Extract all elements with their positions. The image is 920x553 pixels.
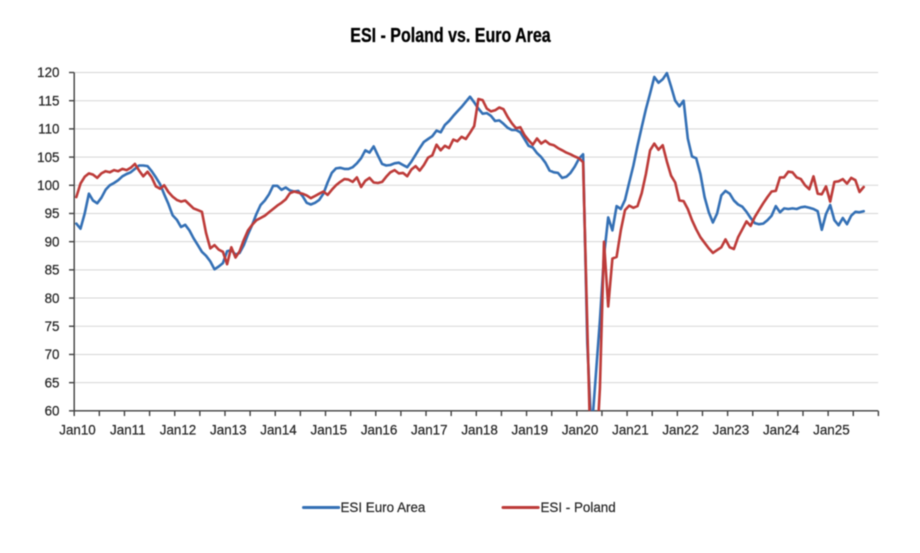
svg-text:75: 75 — [45, 319, 60, 334]
svg-text:Jan17: Jan17 — [411, 423, 447, 438]
svg-text:110: 110 — [38, 122, 59, 137]
svg-text:ESI - Poland: ESI - Poland — [541, 500, 616, 515]
svg-text:95: 95 — [45, 206, 60, 221]
svg-text:ESI Euro Area: ESI Euro Area — [341, 500, 426, 515]
svg-text:Jan19: Jan19 — [512, 423, 548, 438]
svg-text:Jan24: Jan24 — [763, 423, 800, 438]
svg-text:Jan21: Jan21 — [612, 423, 648, 438]
svg-text:Jan22: Jan22 — [662, 423, 698, 438]
svg-text:Jan10: Jan10 — [59, 423, 95, 438]
svg-text:Jan15: Jan15 — [311, 423, 347, 438]
svg-text:80: 80 — [45, 291, 60, 306]
svg-text:105: 105 — [37, 150, 59, 165]
svg-text:Jan13: Jan13 — [210, 423, 246, 438]
svg-text:ESI - Poland vs. Euro Area: ESI - Poland vs. Euro Area — [350, 24, 551, 46]
svg-text:115: 115 — [38, 93, 59, 108]
svg-text:120: 120 — [37, 65, 59, 80]
svg-text:Jan18: Jan18 — [461, 423, 497, 438]
svg-text:Jan12: Jan12 — [160, 423, 196, 438]
svg-text:65: 65 — [45, 375, 60, 390]
svg-text:100: 100 — [37, 178, 59, 193]
svg-text:Jan14: Jan14 — [260, 423, 297, 438]
svg-text:Jan11: Jan11 — [110, 423, 146, 438]
svg-text:70: 70 — [45, 347, 60, 362]
svg-text:Jan23: Jan23 — [713, 423, 749, 438]
svg-text:Jan25: Jan25 — [813, 423, 849, 438]
svg-text:90: 90 — [45, 234, 60, 249]
svg-text:Jan20: Jan20 — [562, 423, 598, 438]
svg-text:Jan16: Jan16 — [361, 423, 397, 438]
svg-text:85: 85 — [45, 263, 60, 278]
svg-text:60: 60 — [45, 404, 60, 419]
